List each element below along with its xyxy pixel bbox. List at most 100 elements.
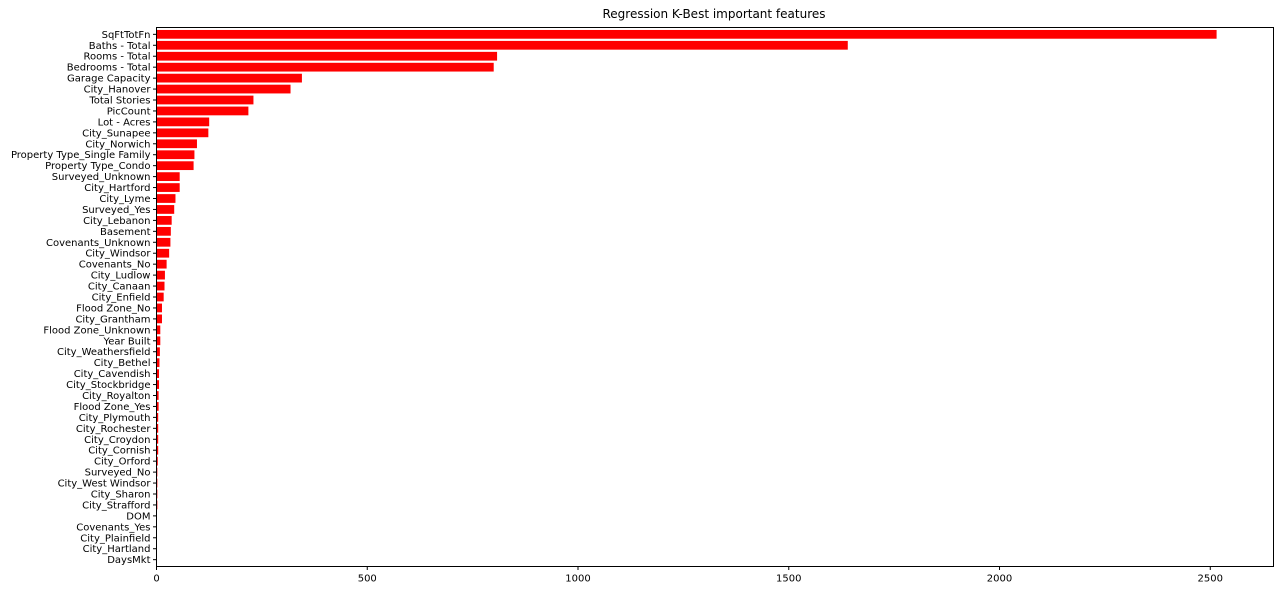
y-tick-label: Covenants_Unknown (46, 238, 151, 249)
plot-frame (156, 27, 1274, 567)
y-tick-label: City_Plainfield (80, 533, 150, 544)
bar (156, 347, 160, 357)
bar (156, 226, 171, 236)
y-tick-label: Covenants_Yes (76, 522, 150, 533)
y-tick-label: City_Sharon (91, 489, 151, 500)
y-tick-label: Covenants_No (79, 260, 151, 271)
bar (156, 434, 159, 444)
y-tick-label: City_Royalton (82, 391, 150, 402)
bar (156, 51, 498, 61)
x-tick-label: 2500 (1198, 574, 1223, 585)
x-tick-label: 500 (358, 574, 377, 585)
y-tick-label: City_Norwich (85, 139, 150, 150)
bar (156, 336, 161, 346)
y-tick-label: City_Cavendish (74, 369, 151, 380)
bar (156, 270, 165, 280)
bar (156, 117, 210, 127)
bar (156, 183, 180, 192)
y-tick-label: Flood Zone_Yes (74, 402, 151, 413)
y-tick-label: Rooms - Total (83, 52, 150, 63)
bar (156, 325, 161, 335)
bar (156, 380, 160, 389)
y-tick-label: Surveyed_Unknown (52, 172, 151, 183)
y-tick-label: City_Lebanon (83, 216, 150, 227)
bar (156, 259, 167, 269)
y-tick-label: City_Weathersfield (57, 347, 151, 358)
y-tick-label: City_Orford (94, 457, 151, 468)
bar (156, 205, 175, 214)
bar (156, 106, 249, 116)
bar (156, 314, 162, 324)
y-tick-label: City_Hartford (84, 183, 150, 194)
bar (156, 445, 159, 455)
y-tick-label: City_Hanover (84, 85, 152, 96)
bar (156, 413, 159, 422)
bar (156, 391, 159, 400)
y-tick-label: City_Croydon (84, 435, 150, 446)
bar (156, 128, 209, 138)
y-tick-label: Year Built (102, 336, 150, 347)
x-tick-label: 1000 (565, 574, 590, 585)
y-tick-label: DaysMkt (107, 555, 150, 566)
y-tick-label: City_Enfield (92, 293, 151, 304)
y-tick-label: Basement (100, 227, 151, 238)
y-tick-label: Flood Zone_No (76, 303, 150, 314)
y-tick-label: City_Lyme (99, 194, 150, 205)
bar (156, 423, 159, 433)
bar (156, 161, 194, 171)
y-tick-label: Property Type_Single Family (11, 150, 151, 161)
bar (156, 248, 170, 258)
y-tick-label: Baths - Total (89, 41, 151, 52)
bar (156, 216, 172, 225)
bar (156, 292, 164, 302)
x-tick-label: 2000 (987, 574, 1012, 585)
bar (156, 358, 160, 368)
y-tick-label: City_Rochester (76, 424, 151, 435)
y-tick-label: City_Strafford (82, 500, 150, 511)
y-tick-label: City_Sunapee (82, 128, 150, 139)
bar (156, 29, 1217, 39)
chart-title: Regression K-Best important features (602, 7, 825, 21)
y-tick-label: Property Type_Condo (45, 161, 150, 172)
y-tick-label: City_Stockbridge (66, 380, 150, 391)
x-axis: 0 500 1000 1500 2000 2500 (153, 566, 1223, 585)
bar (156, 62, 494, 72)
y-tick-label: City_Plymouth (79, 413, 151, 424)
y-tick-label: Bedrooms - Total (67, 63, 151, 74)
bar (156, 369, 160, 378)
bar (156, 402, 159, 411)
y-tick-label: City_Windsor (85, 249, 151, 260)
bar (156, 194, 176, 203)
y-tick-label: Total Stories (88, 96, 150, 107)
y-tick-label: PicCount (107, 106, 151, 117)
bar (156, 281, 165, 291)
bar (156, 303, 162, 313)
bar (156, 456, 158, 466)
bars-group (156, 29, 1217, 565)
bar (156, 150, 195, 160)
y-tick-label: Surveyed_Yes (82, 205, 150, 216)
x-tick-label: 0 (153, 574, 159, 585)
y-tick-label: Surveyed_No (85, 468, 151, 479)
x-tick-label: 1500 (776, 574, 801, 585)
bar (156, 40, 848, 50)
y-tick-label: City_Grantham (75, 314, 150, 325)
y-tick-label: City_Ludlow (91, 271, 151, 282)
bar (156, 139, 197, 149)
bar (156, 172, 180, 181)
y-tick-label: City_Canaan (88, 282, 151, 293)
y-tick-label: Garage Capacity (67, 74, 151, 85)
y-tick-label: Flood Zone_Unknown (43, 325, 150, 336)
bar (156, 237, 171, 247)
y-tick-label: City_Hartland (83, 544, 151, 555)
y-tick-label: City_Cornish (88, 446, 150, 457)
y-tick-label: City_Bethel (94, 358, 151, 369)
bar (156, 84, 291, 94)
y-tick-label: DOM (126, 511, 150, 522)
y-tick-label: City_West Windsor (58, 479, 152, 490)
bar (156, 73, 302, 83)
y-tick-label: Lot - Acres (98, 117, 151, 128)
y-tick-label: SqFtTotFn (102, 30, 151, 41)
